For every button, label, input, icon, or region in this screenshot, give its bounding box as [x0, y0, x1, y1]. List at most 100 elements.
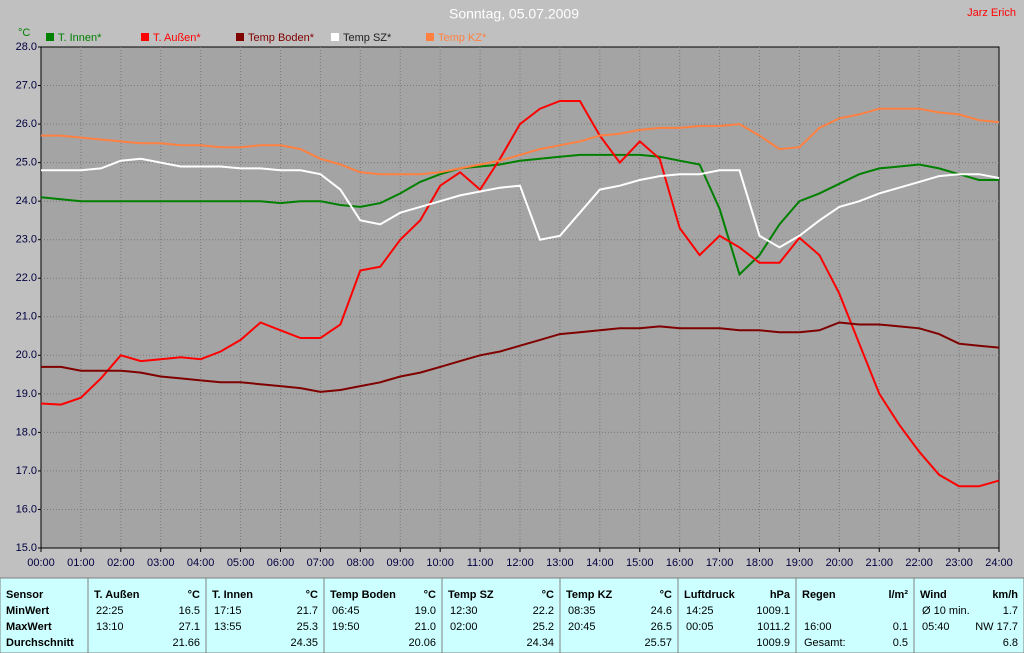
y-tick-label: 24.0	[16, 195, 37, 207]
legend-swatch	[236, 33, 244, 41]
row-label: MinWert	[6, 605, 50, 617]
cell-time: 00:05	[686, 621, 714, 633]
column-unit: °C	[660, 589, 672, 601]
cell-time: 14:25	[686, 605, 714, 617]
y-axis-label: °C	[18, 27, 30, 39]
cell-value: 1009.1	[756, 605, 790, 617]
cell-value: 16.5	[179, 605, 200, 617]
row-label: Durchschnitt	[6, 637, 74, 649]
x-tick-label: 18:00	[746, 557, 774, 569]
cell-value: 0.5	[893, 637, 908, 649]
cell-value: 1011.2	[757, 621, 790, 633]
author: Jarz Erich	[967, 7, 1016, 19]
x-tick-label: 08:00	[347, 557, 375, 569]
column-name: Wind	[920, 589, 947, 601]
cell-time: 13:55	[214, 621, 242, 633]
x-tick-label: 06:00	[267, 557, 295, 569]
cell-time: 05:40	[922, 621, 950, 633]
column-unit: °C	[424, 589, 436, 601]
cell-time: 16:00	[804, 621, 832, 633]
x-tick-label: 01:00	[67, 557, 95, 569]
table-body: Sensor MinWert MaxWert Durchschnitt T. Außen…	[6, 578, 1018, 653]
legend-swatch	[426, 33, 434, 41]
column-unit: km/h	[992, 589, 1018, 601]
column-name: T. Innen	[212, 589, 253, 601]
y-tick-label: 17.0	[16, 465, 37, 477]
series-line	[40, 100, 1000, 488]
y-tick-label: 18.0	[16, 426, 37, 438]
x-tick-label: 03:00	[147, 557, 175, 569]
legend-label: T. Außen*	[153, 32, 201, 44]
column-name: Temp SZ	[448, 589, 494, 601]
x-tick-label: 12:00	[506, 557, 534, 569]
cell-time: 19:50	[332, 621, 360, 633]
legend-swatch	[46, 33, 54, 41]
x-tick-label: 17:00	[706, 557, 734, 569]
y-tick-label: 21.0	[16, 311, 37, 323]
series-line	[41, 321, 1000, 393]
y-tick-label: 16.0	[16, 503, 37, 515]
cell-time: 17:15	[214, 605, 242, 617]
x-tick-label: 20:00	[826, 557, 854, 569]
y-tick-label: 22.0	[16, 272, 37, 284]
cell-value: 26.5	[651, 621, 672, 633]
y-tick-label: 20.0	[16, 349, 37, 361]
chart-title: Sonntag, 05.07.2009	[449, 6, 579, 22]
x-tick-label: 10:00	[426, 557, 454, 569]
column-unit: hPa	[770, 589, 791, 601]
column-unit: °C	[188, 589, 200, 601]
legend-label: T. Innen*	[58, 32, 102, 44]
x-tick-label: 23:00	[945, 557, 973, 569]
cell-value: 21.7	[297, 605, 318, 617]
x-tick-label: 22:00	[905, 557, 933, 569]
x-tick-label: 02:00	[107, 557, 135, 569]
cell-time: 22:25	[96, 605, 124, 617]
cell-value: 22.2	[533, 605, 554, 617]
cell-time: Ø 10 min.	[922, 605, 970, 617]
column-unit: °C	[306, 589, 318, 601]
stats-table	[0, 577, 1024, 653]
column-name: Regen	[802, 589, 836, 601]
x-tick-label: 11:00	[467, 557, 494, 569]
cell-value: 21.66	[172, 637, 200, 649]
table-header: Sensor	[6, 589, 44, 601]
y-tick-label: 15.0	[16, 542, 37, 554]
cell-value: 25.2	[533, 621, 554, 633]
cell-value: 1009.9	[756, 637, 790, 649]
cell-value: 20.06	[408, 637, 436, 649]
cell-time: 13:10	[96, 621, 124, 633]
cell-time: 02:00	[450, 621, 478, 633]
cell-time: 12:30	[450, 605, 478, 617]
x-tick-label: 19:00	[786, 557, 814, 569]
legend-label: Temp KZ*	[438, 32, 487, 44]
cell-value: 21.0	[415, 621, 436, 633]
x-tick-label: 05:00	[227, 557, 255, 569]
series-line	[41, 157, 1000, 249]
column-name: Temp Boden	[330, 589, 396, 601]
cell-value: 1.7	[1003, 605, 1018, 617]
cell-value: 19.0	[415, 605, 436, 617]
legend-swatch	[331, 33, 339, 41]
x-tick-label: 04:00	[187, 557, 215, 569]
x-tick-label: 00:00	[27, 557, 55, 569]
cell-time: Gesamt:	[804, 637, 846, 649]
series-line	[41, 107, 1000, 176]
legend-swatch	[141, 33, 149, 41]
y-tick-label: 23.0	[16, 234, 37, 246]
row-label: MaxWert	[6, 621, 52, 633]
y-tick-label: 19.0	[16, 388, 37, 400]
column-unit: l/m²	[888, 589, 908, 601]
x-tick-label: 09:00	[386, 557, 414, 569]
cell-value: 0.1	[893, 621, 908, 633]
cell-value: 24.34	[526, 637, 554, 649]
cell-time: 08:35	[568, 605, 596, 617]
column-name: Temp KZ	[566, 589, 613, 601]
y-tick-label: 25.0	[16, 157, 37, 169]
x-tick-label: 21:00	[865, 557, 893, 569]
x-tick-label: 15:00	[626, 557, 654, 569]
column-name: T. Außen	[94, 589, 140, 601]
legend-label: Temp SZ*	[343, 32, 392, 44]
cell-time: 06:45	[332, 605, 360, 617]
x-tick-label: 14:00	[586, 557, 614, 569]
